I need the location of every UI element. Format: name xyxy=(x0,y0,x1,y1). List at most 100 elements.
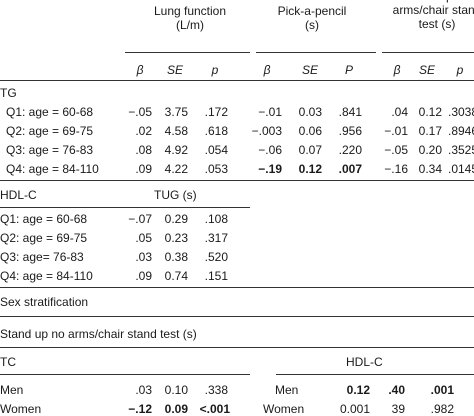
cell: .8946 xyxy=(448,124,474,138)
tg-section-title: TG xyxy=(0,86,17,100)
header-lung-function: Lung function (L/m) xyxy=(153,4,227,32)
cell: .03 xyxy=(135,250,152,264)
hdl-c-label: HDL-C xyxy=(346,355,383,369)
subheader-p-3: p xyxy=(456,63,464,77)
stand-test-title: Stand up no arms/chair stand test (s) xyxy=(0,327,197,341)
cell: .09 xyxy=(135,162,152,176)
hdl-c-underline xyxy=(276,374,474,375)
sex-stratification-title: Sex stratification xyxy=(0,295,89,309)
cell: 0.34 xyxy=(418,162,442,176)
cell: .3038 xyxy=(448,105,474,119)
cell: 4.58 xyxy=(164,124,188,138)
row-label: Q4: age = 84-110 xyxy=(0,269,93,283)
cell-bold: −.19 xyxy=(258,162,282,176)
cell: 0.03 xyxy=(298,105,322,119)
cell: .3525 xyxy=(448,143,474,157)
subheader-beta-2: β xyxy=(263,63,271,77)
cell: −.003 xyxy=(251,124,282,138)
cell: 0.06 xyxy=(298,124,322,138)
cell: .0145 xyxy=(448,162,474,176)
row-label: Q1: age = 60-68 xyxy=(6,105,94,119)
cell: .108 xyxy=(204,212,228,226)
row-label: Men xyxy=(275,383,299,397)
cell: .317 xyxy=(204,231,228,245)
row-label: Q2: age = 69-75 xyxy=(0,231,88,245)
subheader-beta-3: β xyxy=(393,63,401,77)
cell: 0.29 xyxy=(164,212,188,226)
cell: .338 xyxy=(204,383,228,397)
row-label: Men xyxy=(0,383,24,397)
cell: 0.74 xyxy=(164,269,188,283)
cell: 39 xyxy=(391,402,405,416)
subheader-se-2: SE xyxy=(301,63,318,77)
cell: .09 xyxy=(135,269,152,283)
cell: −.01 xyxy=(258,105,282,119)
cell: −.06 xyxy=(258,143,282,157)
row-label: Q3: age= 76-83 xyxy=(0,250,84,264)
row-label: Women xyxy=(0,402,42,416)
cell: 4.22 xyxy=(164,162,188,176)
cell: 0.17 xyxy=(418,124,442,138)
cell: 3.75 xyxy=(164,105,188,119)
cell: .841 xyxy=(338,105,362,119)
cell: .04 xyxy=(391,105,408,119)
cell: −.05 xyxy=(384,143,408,157)
header-rule xyxy=(0,80,474,81)
cell: .053 xyxy=(204,162,228,176)
row-label: Q4: age = 84-110 xyxy=(6,162,99,176)
sex-title-rule xyxy=(0,316,474,317)
cell-bold: <.001 xyxy=(199,402,230,416)
cell: 0.38 xyxy=(164,250,188,264)
cell: .520 xyxy=(204,250,228,264)
header-underline-pencil xyxy=(256,52,376,53)
cell: .982 xyxy=(430,402,454,416)
header-underline-stand xyxy=(382,52,474,53)
subheader-beta-1: β xyxy=(136,63,144,77)
cell-bold: .007 xyxy=(338,162,362,176)
cell: −.07 xyxy=(128,212,152,226)
cell: 0.10 xyxy=(164,383,188,397)
cell: −.01 xyxy=(384,124,408,138)
header-stand-up: Stand up no arms/chair stand test (s) xyxy=(392,0,474,31)
cell: .618 xyxy=(204,124,228,138)
hdl-section-title: HDL-C xyxy=(0,188,37,202)
cell: .172 xyxy=(204,105,228,119)
cell: −.05 xyxy=(128,105,152,119)
cell: 0.20 xyxy=(418,143,442,157)
header-underline-lung xyxy=(125,52,250,53)
cell-bold: 0.12 xyxy=(298,162,322,176)
subheader-se-3: SE xyxy=(418,63,435,77)
cell: 0.12 xyxy=(418,105,442,119)
stand-test-rule xyxy=(0,347,474,348)
hdl-bottom-rule xyxy=(0,287,474,288)
cell: .02 xyxy=(135,124,152,138)
cell-bold: 0.12 xyxy=(346,383,370,397)
tg-bottom-rule xyxy=(0,180,474,181)
tc-label: TC xyxy=(0,355,16,369)
cell-bold: .40 xyxy=(388,383,405,397)
cell: .08 xyxy=(135,143,152,157)
cell: 0.07 xyxy=(298,143,322,157)
cell: 4.92 xyxy=(164,143,188,157)
cell: .956 xyxy=(338,124,362,138)
row-label: Q3: age = 76-83 xyxy=(6,143,94,157)
header-pick-a-pencil: Pick-a-pencil (s) xyxy=(277,4,347,32)
cell-bold: −.12 xyxy=(128,402,152,416)
cell: .03 xyxy=(135,383,152,397)
cell: .05 xyxy=(135,231,152,245)
cell: 0.23 xyxy=(164,231,188,245)
cell: .220 xyxy=(338,143,362,157)
row-label: Q1: age = 60-68 xyxy=(0,212,88,226)
hdl-measure-label: TUG (s) xyxy=(154,188,197,202)
hdl-underline xyxy=(0,207,250,208)
cell: .054 xyxy=(204,143,228,157)
cell-bold: 0.09 xyxy=(164,402,188,416)
tc-underline xyxy=(0,374,250,375)
row-label: Q2: age = 69-75 xyxy=(6,124,94,138)
cell-bold: .001 xyxy=(430,383,454,397)
subheader-p-1: p xyxy=(211,63,219,77)
subheader-se-1: SE xyxy=(166,63,183,77)
cell: 0.001 xyxy=(339,402,370,416)
subheader-p-2: P xyxy=(344,63,353,77)
row-label: Women xyxy=(263,402,305,416)
